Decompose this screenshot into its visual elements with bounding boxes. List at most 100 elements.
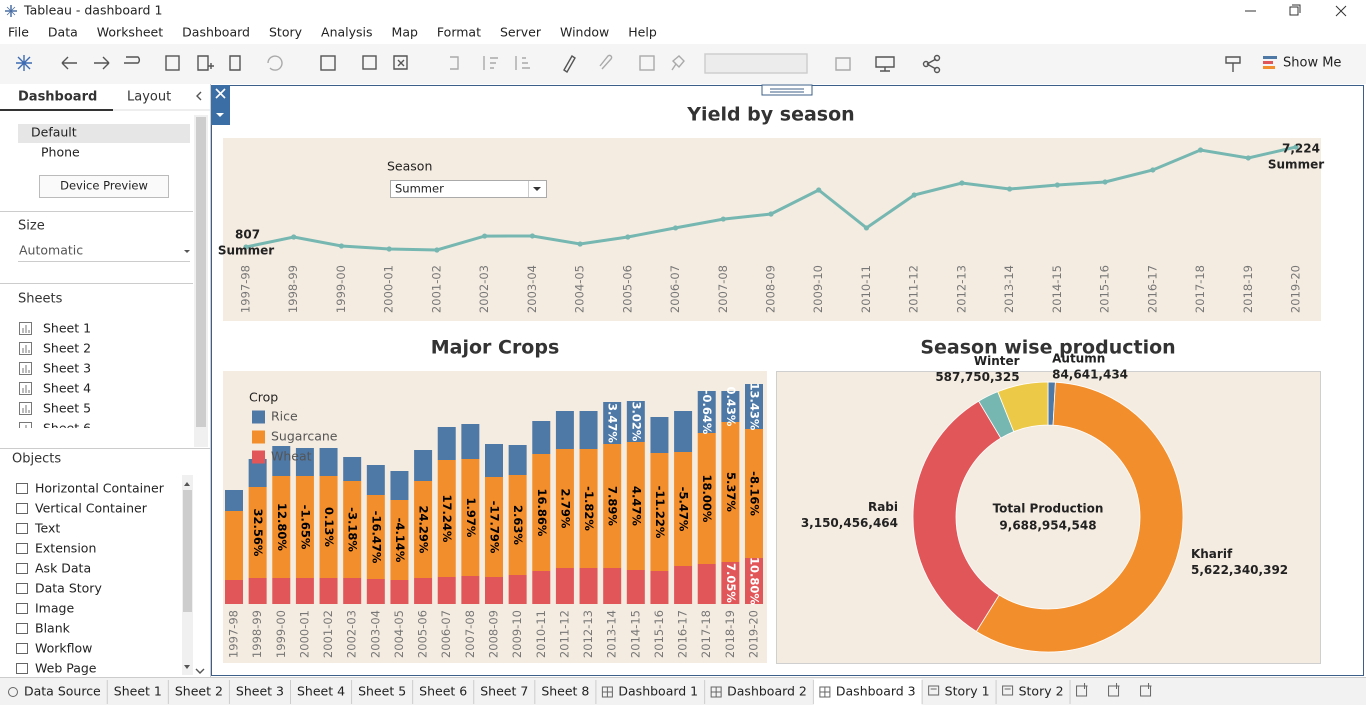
filter-value[interactable]: Summer bbox=[395, 182, 444, 196]
tab-label[interactable]: Story 1 bbox=[945, 684, 990, 699]
device-preview-label[interactable]: Device Preview bbox=[60, 179, 148, 193]
scroll-thumb[interactable] bbox=[196, 117, 206, 427]
filter-dropdown[interactable] bbox=[390, 180, 547, 198]
remove-object[interactable] bbox=[215, 88, 226, 99]
sheet-tab[interactable]: Sheet 2 bbox=[169, 679, 230, 705]
sheet-tab[interactable]: Dashboard 3 bbox=[813, 679, 923, 705]
attach-icon[interactable] bbox=[599, 54, 613, 70]
object-item[interactable]: Workflow bbox=[35, 641, 92, 656]
sheet-item[interactable]: Sheet 1 bbox=[19, 321, 92, 336]
save-icon[interactable] bbox=[165, 55, 180, 71]
object-item[interactable]: Blank bbox=[35, 621, 71, 636]
new-worksheet-icon[interactable] bbox=[320, 55, 336, 71]
tab-label[interactable]: Sheet 4 bbox=[297, 684, 345, 699]
menu-item[interactable]: Dashboard bbox=[182, 25, 250, 40]
collapse-panel[interactable] bbox=[196, 91, 202, 101]
sheet-tab[interactable]: Story 1 bbox=[923, 679, 997, 705]
sheet-tab[interactable]: Story 2 bbox=[997, 679, 1071, 705]
new-tab-button[interactable] bbox=[1076, 683, 1088, 697]
device-option[interactable]: Default bbox=[31, 125, 77, 140]
sheet-name[interactable]: Sheet 1 bbox=[43, 321, 91, 336]
sheet-name[interactable]: Sheet 2 bbox=[43, 341, 91, 356]
menu-item[interactable]: Analysis bbox=[321, 25, 373, 40]
pause-icon[interactable] bbox=[229, 55, 241, 71]
object-item[interactable]: Web Page bbox=[35, 661, 97, 676]
menu-item[interactable]: Server bbox=[500, 25, 542, 40]
menu-item[interactable]: File bbox=[8, 25, 29, 40]
undo-icon[interactable] bbox=[61, 56, 77, 70]
menu-item[interactable]: Worksheet bbox=[97, 25, 163, 40]
tab-label[interactable]: Sheet 1 bbox=[114, 684, 162, 699]
menu-item[interactable]: Data bbox=[48, 25, 78, 40]
swap-icon[interactable] bbox=[124, 56, 140, 64]
object-controls[interactable] bbox=[211, 85, 230, 125]
tab-label[interactable]: Dashboard 3 bbox=[836, 684, 916, 699]
sheet-tab[interactable]: Data Source bbox=[2, 679, 108, 705]
menu-item[interactable]: Help bbox=[628, 25, 657, 40]
object-item[interactable]: Text bbox=[34, 521, 60, 536]
sort-desc-icon[interactable] bbox=[515, 56, 530, 70]
scroll-thumb[interactable] bbox=[183, 490, 192, 612]
sheet-tab[interactable]: Sheet 7 bbox=[474, 679, 536, 705]
labels-icon[interactable] bbox=[835, 57, 851, 71]
menu-item[interactable]: Format bbox=[437, 25, 481, 40]
object-item[interactable]: Image bbox=[35, 601, 74, 616]
new-tab-button[interactable] bbox=[1140, 683, 1152, 697]
new-tab-button[interactable] bbox=[1108, 683, 1120, 697]
sheet-name[interactable]: Sheet 5 bbox=[43, 401, 91, 416]
size-dropdown[interactable]: Automatic bbox=[19, 243, 83, 258]
sheet-item[interactable]: Sheet 2 bbox=[19, 341, 92, 356]
frame-handle[interactable] bbox=[761, 84, 813, 96]
tab-label[interactable]: Dashboard 2 bbox=[727, 684, 807, 699]
tab-label[interactable]: Dashboard 1 bbox=[618, 684, 698, 699]
show-me-button[interactable]: Show Me bbox=[1263, 56, 1341, 71]
menu-item[interactable]: Window bbox=[560, 25, 609, 40]
menu-item[interactable]: Map bbox=[392, 25, 418, 40]
swap-rows-icon[interactable] bbox=[450, 56, 459, 70]
text-icon[interactable] bbox=[639, 55, 655, 71]
object-item[interactable]: Ask Data bbox=[35, 561, 91, 576]
menu-item[interactable]: Story bbox=[269, 25, 303, 40]
tab-label[interactable]: Story 2 bbox=[1019, 684, 1064, 699]
clear-icon[interactable] bbox=[393, 55, 408, 70]
restore-button[interactable] bbox=[1289, 4, 1301, 16]
sheet-name[interactable]: Sheet 6 bbox=[43, 421, 91, 436]
object-item[interactable]: Horizontal Container bbox=[35, 481, 165, 496]
show-me-label[interactable]: Show Me bbox=[1283, 56, 1341, 71]
tab-label[interactable]: Sheet 5 bbox=[358, 684, 406, 699]
tab-label[interactable]: Sheet 7 bbox=[480, 684, 528, 699]
sheet-tab[interactable]: Sheet 6 bbox=[413, 679, 475, 705]
duplicate-icon[interactable] bbox=[362, 55, 377, 70]
sheet-name[interactable]: Sheet 4 bbox=[43, 381, 91, 396]
sheet-item[interactable]: Sheet 6 bbox=[19, 421, 92, 436]
object-item[interactable]: Extension bbox=[35, 541, 96, 556]
tab-label[interactable]: Sheet 8 bbox=[541, 684, 589, 699]
highlight-icon[interactable] bbox=[563, 55, 576, 73]
presentation-icon[interactable] bbox=[875, 56, 895, 72]
tab-label[interactable]: Sheet 2 bbox=[175, 684, 223, 699]
object-item[interactable]: Data Story bbox=[35, 581, 102, 596]
tab-label[interactable]: Sheet 3 bbox=[236, 684, 284, 699]
tab-label[interactable]: Data Source bbox=[24, 684, 101, 699]
sort-asc-icon[interactable] bbox=[483, 56, 498, 70]
device-preview-button[interactable] bbox=[39, 175, 169, 198]
sheet-tab[interactable]: Sheet 1 bbox=[108, 679, 169, 705]
sheet-tab[interactable]: Sheet 5 bbox=[352, 679, 414, 705]
sheet-tab[interactable]: Sheet 8 bbox=[535, 679, 597, 705]
panel-tab[interactable]: Dashboard bbox=[18, 90, 97, 105]
sheet-tab[interactable]: Dashboard 2 bbox=[705, 679, 814, 705]
pin-icon[interactable] bbox=[671, 55, 685, 71]
sheet-item[interactable]: Sheet 4 bbox=[19, 381, 92, 396]
sheet-tab[interactable]: Sheet 4 bbox=[291, 679, 353, 705]
panel-tab[interactable]: Layout bbox=[127, 90, 171, 105]
object-menu[interactable] bbox=[216, 113, 224, 117]
scroll-down[interactable] bbox=[195, 668, 205, 674]
sheet-name[interactable]: Sheet 3 bbox=[43, 361, 91, 376]
object-item[interactable]: Vertical Container bbox=[35, 501, 148, 516]
sheet-tab[interactable]: Dashboard 1 bbox=[596, 679, 706, 705]
sheet-item[interactable]: Sheet 3 bbox=[19, 361, 92, 376]
sheet-tab[interactable]: Sheet 3 bbox=[230, 679, 291, 705]
new-datasource-icon[interactable] bbox=[197, 55, 214, 71]
tableau-icon[interactable] bbox=[16, 55, 32, 71]
redo-icon[interactable] bbox=[94, 56, 110, 70]
